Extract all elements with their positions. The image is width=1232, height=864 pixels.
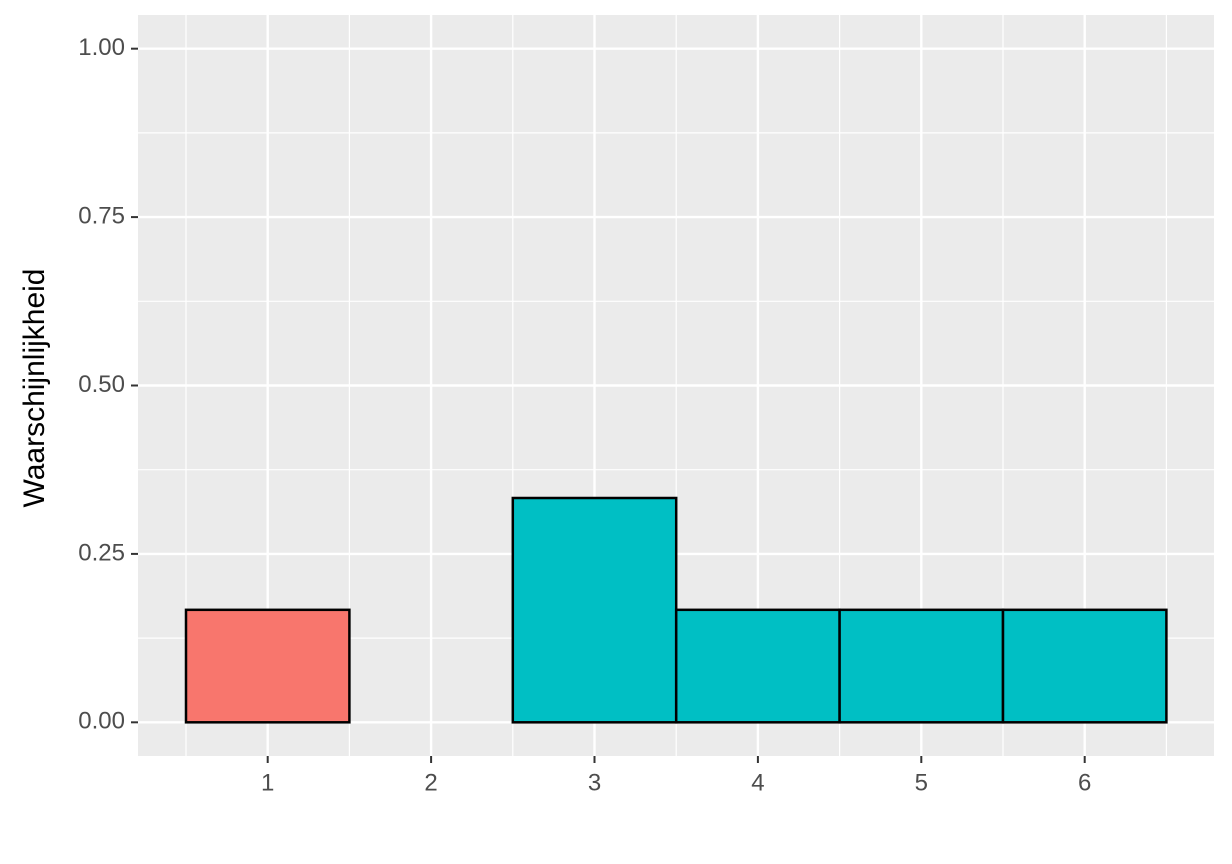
y-tick-label: 0.50 <box>78 371 125 398</box>
bar <box>184 608 351 724</box>
x-tick-label: 5 <box>915 769 928 796</box>
bar <box>511 496 678 724</box>
bar <box>674 608 841 724</box>
y-tick-label: 0.00 <box>78 708 125 735</box>
x-tick-label: 4 <box>751 769 764 796</box>
y-tick-label: 0.25 <box>78 539 125 566</box>
x-tick-label: 2 <box>424 769 437 796</box>
y-tick-label: 1.00 <box>78 34 125 61</box>
x-tick-label: 3 <box>588 769 601 796</box>
bar <box>1001 608 1168 724</box>
x-tick-label: 1 <box>261 769 274 796</box>
y-tick-label: 0.75 <box>78 202 125 229</box>
x-tick-label: 6 <box>1078 769 1091 796</box>
y-axis-title: Waarschijnlijkheid <box>18 269 51 508</box>
bar <box>838 608 1005 724</box>
